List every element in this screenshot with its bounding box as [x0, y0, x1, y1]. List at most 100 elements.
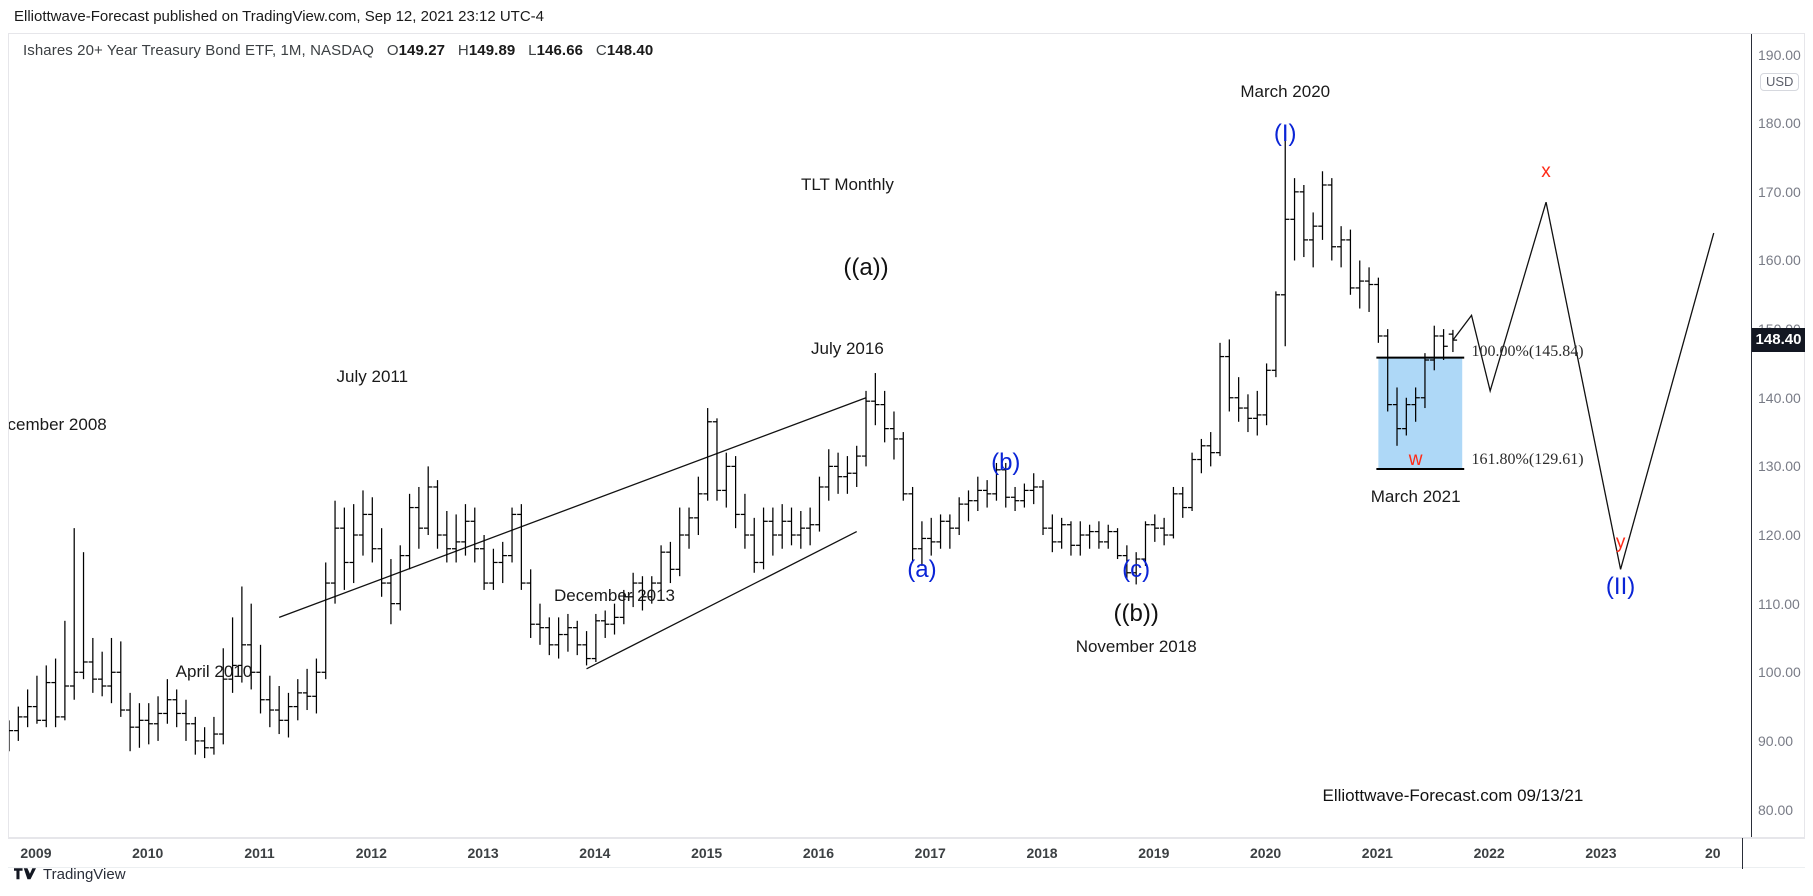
ohlc-bar — [973, 476, 983, 511]
ohlc-bar — [1001, 462, 1010, 508]
ohlc-bar — [358, 490, 368, 556]
price-plot-svg — [9, 125, 1715, 759]
ohlc-bar — [843, 456, 852, 494]
chart-frame: Ishares 20+ Year Treasury Bond ETF, 1M, … — [8, 33, 1805, 838]
price-tick: 100.00 — [1758, 664, 1801, 681]
legend-low-value: 146.66 — [536, 42, 584, 59]
ohlc-bar — [526, 569, 535, 638]
last-price-badge[interactable]: 148.40 — [1752, 328, 1805, 353]
tradingview-logo-icon — [14, 867, 36, 879]
time-tick: 2014 — [579, 845, 611, 861]
ohlc-bar — [517, 504, 526, 590]
ohlc-bar — [1048, 514, 1057, 553]
ohlc-bar — [675, 507, 684, 577]
ohlc-bar — [1206, 432, 1215, 467]
ohlc-bar — [423, 466, 433, 536]
ohlc-bar — [731, 456, 740, 529]
ohlc-bar — [638, 576, 647, 611]
ohlc-bar — [861, 390, 871, 467]
ohlc-bar — [880, 390, 889, 443]
time-scale[interactable]: 2009 2010 2011 2012 2013 2014 2015 2016 2017 2018… — [8, 838, 1805, 869]
ohlc-bar — [60, 620, 70, 721]
ohlc-bar — [666, 541, 675, 584]
ohlc-bar — [535, 603, 545, 645]
ohlc-bar — [1346, 229, 1355, 295]
legend-low-key: L — [528, 42, 537, 59]
reaction-zone-layer — [1376, 356, 1465, 471]
ohlc-bar — [153, 696, 163, 741]
time-tick: 2011 — [244, 845, 275, 861]
wave-label-b-major: ((b)) — [1113, 600, 1159, 628]
time-tick: 2023 — [1585, 845, 1617, 861]
ohlc-bar — [628, 572, 638, 608]
ohlc-bar — [191, 716, 200, 755]
ohlc-bar — [954, 497, 964, 536]
ohlc-bar — [1010, 486, 1020, 511]
price-tick: 80.00 — [1758, 801, 1794, 818]
time-tick: 2009 — [20, 845, 52, 861]
ohlc-bar — [1402, 397, 1411, 436]
time-tick: 2010 — [132, 845, 164, 861]
ohlc-bar — [815, 476, 824, 532]
ohlc-bar — [181, 699, 191, 741]
wave-label-x: x — [1541, 160, 1551, 182]
ohlc-bar — [1383, 329, 1392, 412]
ohlc-bar — [1411, 387, 1420, 422]
ohlc-bar — [1420, 353, 1430, 409]
trendline[interactable] — [586, 531, 858, 670]
ohlc-bar — [684, 507, 694, 549]
ohlc-bar — [927, 517, 936, 556]
ohlc-bar — [51, 658, 60, 728]
ohlc-bar — [1271, 291, 1281, 378]
time-tick: 2013 — [467, 845, 499, 861]
ohlc-bar — [750, 517, 759, 573]
reaction-zone-rect[interactable] — [1378, 357, 1463, 470]
time-tick: 2012 — [355, 845, 387, 861]
ohlc-bar — [1038, 480, 1048, 536]
price-tick: 130.00 — [1758, 458, 1801, 475]
wave-label-a-minor: (a) — [907, 555, 937, 583]
ohlc-bar — [1178, 486, 1187, 518]
ohlc-bar — [573, 620, 582, 656]
ohlc-bar — [1327, 178, 1337, 261]
ohlc-bar — [293, 679, 302, 721]
trendline[interactable] — [278, 397, 867, 618]
forecast-path-layer — [1452, 201, 1715, 570]
ohlc-bar — [209, 716, 219, 755]
ohlc-bar — [647, 576, 656, 604]
ohlc-bar — [1253, 390, 1262, 436]
ohlc-bar — [1131, 552, 1141, 585]
ohlc-bar — [116, 641, 125, 717]
currency-badge[interactable]: USD — [1760, 73, 1800, 91]
forecast-zigzag-path[interactable] — [1452, 201, 1715, 570]
ohlc-bar — [405, 493, 414, 570]
price-scale[interactable]: 190.00180.00170.00160.00150.00140.00130.… — [1751, 34, 1805, 837]
plot-area[interactable]: TLT Monthly December 2008 April 2010 July 2… — [9, 34, 1751, 837]
ohlc-bar — [591, 613, 601, 662]
ohlc-bar — [1113, 528, 1122, 560]
ohlc-bar — [1104, 524, 1113, 549]
ohlc-bar — [964, 490, 973, 522]
time-tick: 2018 — [1026, 845, 1058, 861]
ohlc-bar — [1281, 125, 1290, 347]
legend-open-value: 149.27 — [398, 42, 446, 59]
fib-label-1618: 161.80%(129.61) — [1471, 451, 1584, 469]
ohlc-bar — [470, 507, 479, 563]
date-label-july-2011: July 2011 — [336, 366, 409, 386]
ohlc-bar — [1336, 226, 1346, 268]
ohlc-bar — [349, 504, 358, 584]
ohlc-bar — [722, 452, 731, 508]
ohlc-bar — [777, 504, 787, 549]
wave-label-I: (I) — [1273, 119, 1297, 147]
ohlc-bar — [1299, 184, 1309, 258]
ohlc-bar — [284, 692, 293, 738]
ohlc-bar — [144, 703, 153, 745]
ohlc-bar — [899, 432, 908, 501]
fib-label-100: 100.00%(145.84) — [1471, 342, 1584, 360]
ohlc-bar — [70, 528, 79, 700]
wave-label-y: y — [1615, 531, 1626, 553]
ohlc-bar — [42, 665, 51, 728]
legend-close-value: 148.40 — [606, 42, 654, 59]
ohlc-bar — [787, 507, 796, 546]
